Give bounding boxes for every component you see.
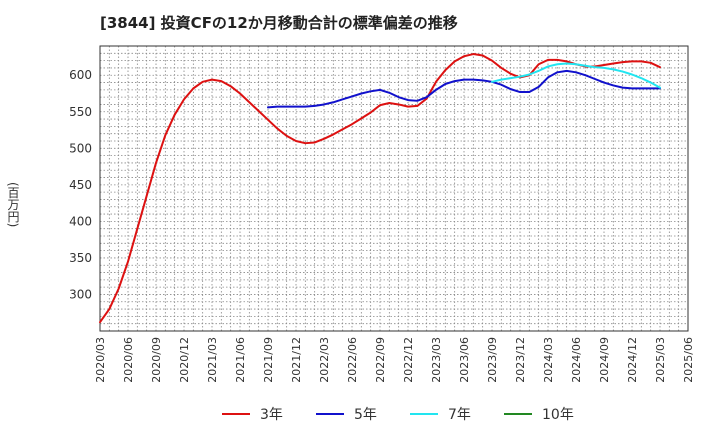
x-tick-labels: 2020/03 2020/06 2020/09 2020/12 2021/03 2021/… <box>94 337 695 383</box>
x-tick-label: 2024/12 <box>626 337 639 383</box>
legend-swatch <box>316 413 344 415</box>
x-tick-label: 2023/09 <box>486 337 499 383</box>
x-tick-label: 2024/06 <box>570 337 583 383</box>
y-tick-label: 450 <box>69 178 92 192</box>
chart-title: [3844] 投資CFの12か月移動合計の標準偏差の推移 <box>100 14 458 32</box>
series-lines <box>99 53 661 324</box>
series-line-5年 <box>267 69 661 109</box>
x-tick-label: 2023/03 <box>430 337 443 383</box>
legend-swatch <box>222 413 250 415</box>
x-tick-label: 2022/06 <box>346 337 359 383</box>
axes <box>99 45 689 332</box>
legend-swatch <box>504 413 532 415</box>
y-tick-labels: 300 350 400 450 500 550 600 <box>69 68 92 301</box>
legend-label: 5年 <box>354 407 377 423</box>
series-line-3年 <box>99 53 661 324</box>
y-tick-label: 500 <box>69 141 92 155</box>
y-tick-label: 400 <box>69 214 92 228</box>
y-tick-label: 550 <box>69 105 92 119</box>
y-tick-label: 300 <box>69 287 92 301</box>
legend: 3年 5年 7年 10年 <box>0 402 720 426</box>
legend-item-5年: 5年 <box>316 402 377 426</box>
x-tick-label: 2020/12 <box>178 337 191 383</box>
grid-lines <box>100 46 688 331</box>
x-tick-label: 2020/03 <box>94 337 107 383</box>
y-tick-label: 350 <box>69 251 92 265</box>
plot-frame <box>99 45 689 332</box>
legend-label: 3年 <box>260 407 283 423</box>
x-tick-label: 2025/06 <box>682 337 695 383</box>
x-tick-label: 2021/09 <box>262 337 275 383</box>
x-tick-label: 2024/09 <box>598 337 611 383</box>
x-tick-label: 2022/09 <box>374 337 387 383</box>
x-tick-label: 2024/03 <box>542 337 555 383</box>
legend-item-10年: 10年 <box>504 402 574 426</box>
legend-item-7年: 7年 <box>410 402 471 426</box>
legend-label: 10年 <box>542 407 574 423</box>
legend-swatch <box>410 413 438 415</box>
x-tick-label: 2021/03 <box>206 337 219 383</box>
x-tick-label: 2023/12 <box>514 337 527 383</box>
x-tick-label: 2021/06 <box>234 337 247 383</box>
x-tick-label: 2022/12 <box>402 337 415 383</box>
x-tick-label: 2020/06 <box>122 337 135 383</box>
x-tick-label: 2021/12 <box>290 337 303 383</box>
x-tick-label: 2022/03 <box>318 337 331 383</box>
y-axis-unit-label: (百万円) <box>6 182 20 228</box>
x-tick-label: 2023/06 <box>458 337 471 383</box>
legend-label: 7年 <box>448 407 471 423</box>
legend-item-3年: 3年 <box>222 402 283 426</box>
y-tick-label: 600 <box>69 68 92 82</box>
x-tick-label: 2025/03 <box>654 337 667 383</box>
x-tick-label: 2020/09 <box>150 337 163 383</box>
series-line-7年 <box>491 62 661 89</box>
